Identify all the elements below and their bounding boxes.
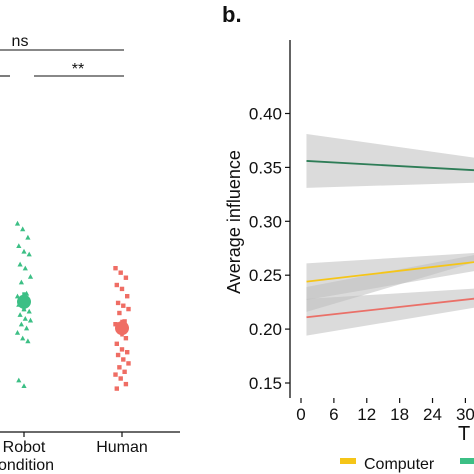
x-tick-label: 18 bbox=[390, 405, 409, 424]
data-point bbox=[117, 310, 122, 316]
data-point bbox=[18, 321, 24, 327]
data-point bbox=[25, 234, 31, 240]
data-point bbox=[16, 243, 22, 249]
data-point bbox=[14, 330, 21, 335]
data-point bbox=[122, 369, 127, 374]
data-point bbox=[16, 377, 22, 383]
data-point bbox=[113, 372, 118, 377]
legend-swatch bbox=[340, 458, 356, 464]
data-point bbox=[20, 226, 26, 232]
significance-brackets: ns ** bbox=[0, 33, 124, 78]
data-point bbox=[119, 347, 125, 352]
panel-b-x-axis-label: T bbox=[458, 423, 470, 445]
data-point bbox=[21, 248, 27, 254]
legend: Computer bbox=[340, 456, 474, 473]
panel-a-points bbox=[14, 220, 131, 391]
x-tick-label: Robot bbox=[3, 439, 46, 456]
data-point bbox=[114, 282, 119, 288]
data-point bbox=[113, 266, 118, 271]
data-point bbox=[123, 381, 129, 387]
data-point bbox=[125, 294, 130, 299]
panel-b: b. 0.15 0.20 0.25 0.30 0.35 0.40 0 6 12 18 24 30 A… bbox=[222, 2, 474, 473]
confidence-band bbox=[306, 133, 474, 188]
data-point bbox=[21, 383, 27, 389]
data-point bbox=[24, 325, 30, 331]
data-point bbox=[114, 386, 119, 391]
data-point bbox=[25, 338, 31, 344]
data-point bbox=[22, 316, 28, 321]
data-point bbox=[26, 308, 32, 314]
data-point bbox=[121, 303, 126, 308]
data-point bbox=[20, 335, 26, 341]
mean-marker bbox=[115, 321, 129, 336]
data-point bbox=[118, 270, 123, 275]
y-tick-label: 0.20 bbox=[249, 320, 282, 339]
data-point bbox=[117, 365, 122, 370]
data-point bbox=[125, 350, 130, 355]
confidence-band bbox=[306, 288, 474, 336]
panel-a-x-ticks: Robot Human bbox=[3, 432, 148, 456]
significance-label: ** bbox=[72, 61, 84, 78]
data-point bbox=[18, 279, 24, 285]
data-point bbox=[113, 322, 118, 327]
data-point bbox=[17, 312, 23, 317]
data-point bbox=[114, 341, 119, 346]
data-point bbox=[27, 274, 34, 279]
panel-b-y-ticks: 0.15 0.20 0.25 0.30 0.35 0.40 bbox=[249, 105, 290, 393]
data-point bbox=[115, 352, 121, 358]
data-point bbox=[123, 275, 129, 280]
data-point bbox=[115, 300, 121, 306]
significance-label: ns bbox=[12, 33, 29, 50]
y-tick-label: 0.30 bbox=[249, 212, 282, 231]
data-point bbox=[123, 336, 129, 341]
panel-a-x-axis-label: ondition bbox=[0, 457, 54, 474]
data-point bbox=[17, 261, 23, 267]
data-point bbox=[126, 361, 131, 366]
data-point bbox=[126, 306, 131, 312]
mean-marker bbox=[17, 294, 31, 309]
data-point bbox=[121, 357, 126, 362]
panel-b-x-ticks: 0 6 12 18 24 30 bbox=[296, 398, 474, 424]
series-line bbox=[306, 261, 474, 283]
data-point bbox=[27, 317, 34, 323]
data-point bbox=[26, 251, 32, 257]
confidence-band bbox=[306, 255, 474, 312]
y-tick-label: 0.35 bbox=[249, 158, 282, 177]
x-tick-label: Human bbox=[96, 439, 148, 456]
x-tick-label: 24 bbox=[423, 405, 442, 424]
y-tick-label: 0.25 bbox=[249, 266, 282, 285]
regression-lines bbox=[306, 160, 474, 319]
x-tick-label: 0 bbox=[296, 405, 305, 424]
data-point bbox=[118, 376, 123, 381]
y-tick-label: 0.40 bbox=[249, 105, 282, 124]
data-point bbox=[122, 319, 127, 324]
confidence-bands bbox=[306, 133, 474, 336]
panel-b-label: b. bbox=[222, 2, 242, 27]
panel-a-means bbox=[17, 292, 129, 337]
series-line bbox=[306, 297, 474, 319]
series-line bbox=[306, 160, 474, 172]
panel-a: ns ** Robot Human ondition bbox=[0, 33, 180, 474]
legend-label: Computer bbox=[364, 456, 435, 473]
legend-swatch bbox=[460, 458, 474, 464]
x-tick-label: 30 bbox=[456, 405, 474, 424]
data-point bbox=[22, 265, 28, 271]
x-tick-label: 6 bbox=[329, 405, 338, 424]
x-tick-label: 12 bbox=[357, 405, 376, 424]
data-point bbox=[119, 286, 125, 292]
panel-b-y-axis-label: Average influence bbox=[224, 150, 244, 294]
y-tick-label: 0.15 bbox=[249, 374, 282, 393]
data-point bbox=[14, 220, 21, 226]
